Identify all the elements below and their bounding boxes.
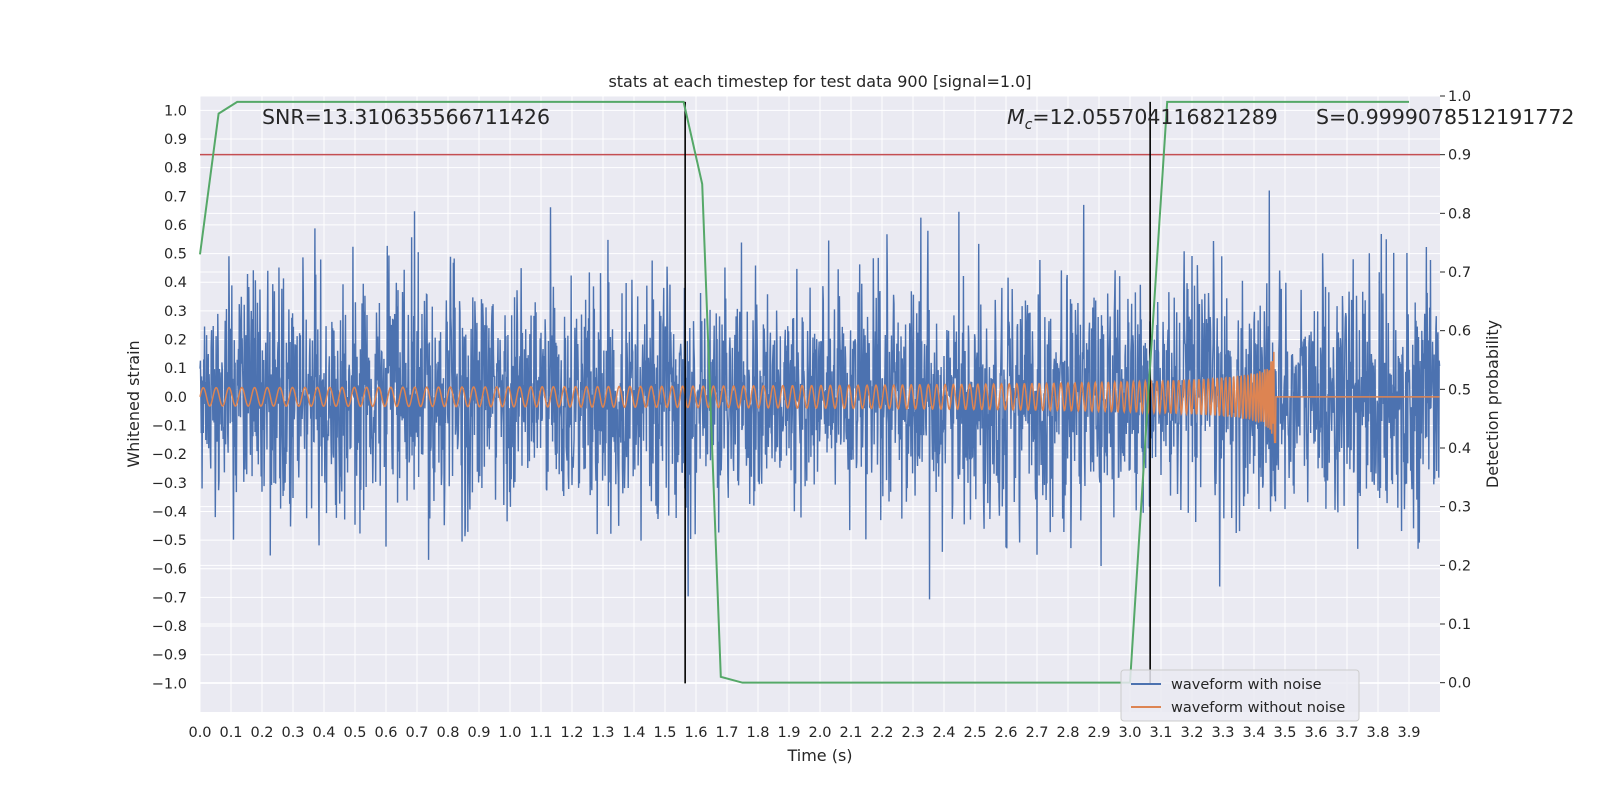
x-tick-label: 2.8 [1056, 725, 1079, 741]
x-tick-label: 1.5 [653, 725, 676, 741]
y-tick-label: 0.1 [164, 361, 187, 377]
y-right-tick-label: 0.9 [1448, 148, 1471, 164]
x-tick-label: 3.9 [1397, 725, 1420, 741]
x-tick-label: 1.9 [777, 725, 800, 741]
y-right-tick-label: 0.4 [1448, 441, 1471, 457]
y-right-tick-label: 0.7 [1448, 265, 1471, 281]
x-tick-label: 0.9 [467, 725, 490, 741]
x-tick-label: 0.5 [343, 725, 366, 741]
y-axis-label: Whitened strain [124, 340, 143, 467]
overlays-layer [199, 100, 1440, 684]
y-tick-label: 0.4 [164, 275, 187, 291]
chirp-mass-value: =12.055704116821289 [1032, 105, 1277, 129]
x-tick-label: 3.7 [1335, 725, 1358, 741]
x-tick-label: 0.2 [250, 725, 273, 741]
x-tick-label: 0.8 [436, 725, 459, 741]
chirp-mass-symbol: M [1007, 105, 1025, 129]
x-tick-label: 3.0 [1118, 725, 1141, 741]
x-tick-label: 2.0 [808, 725, 831, 741]
y-tick-label: 0.8 [164, 161, 187, 177]
x-tick-label: 1.6 [684, 725, 707, 741]
x-axis-label: Time (s) [786, 746, 852, 765]
x-tick-label: 1.3 [591, 725, 614, 741]
x-tick-label: 1.0 [498, 725, 521, 741]
x-tick-label: 2.2 [870, 725, 893, 741]
x-tick-label: 2.7 [1025, 725, 1048, 741]
x-tick-label: 3.4 [1242, 725, 1265, 741]
x-tick-label: 2.6 [994, 725, 1017, 741]
y-right-tick-label: 0.0 [1448, 676, 1471, 692]
y-tick-label: −0.2 [152, 447, 187, 463]
series-line-detection-probability [199, 100, 1409, 684]
x-tick-label: 1.1 [529, 725, 552, 741]
x-tick-label: 3.3 [1211, 725, 1234, 741]
y-right-tick-label: 0.5 [1448, 382, 1471, 398]
y-tick-label: 0.7 [164, 189, 187, 205]
y-right-tick-label: 0.3 [1448, 500, 1471, 516]
y-tick-label: 0.9 [164, 132, 187, 148]
y-axis-right-label: Detection probability [1483, 320, 1502, 488]
y-tick-label: −0.7 [152, 590, 187, 606]
x-tick-label: 1.8 [746, 725, 769, 741]
y-tick-label: 1.0 [164, 103, 187, 119]
x-tick-label: 3.5 [1273, 725, 1296, 741]
chirp-mass-annotation: Mc=12.055704116821289 [1007, 105, 1278, 133]
y-tick-label: 0.6 [164, 218, 187, 234]
y-tick-label: −0.4 [152, 504, 187, 520]
y-tick-label: −0.9 [152, 648, 187, 664]
x-tick-label: 2.9 [1087, 725, 1110, 741]
x-tick-label: 2.1 [839, 725, 862, 741]
x-tick-label: 0.1 [219, 725, 242, 741]
x-tick-label: 3.2 [1180, 725, 1203, 741]
y-right-tick-label: 0.6 [1448, 324, 1471, 340]
y-tick-label: −0.6 [152, 562, 187, 578]
x-tick-label: 1.7 [715, 725, 738, 741]
legend: waveform with noise waveform without noi… [1120, 669, 1360, 722]
x-tick-label: 2.3 [901, 725, 924, 741]
legend-entry-clean: waveform without noise [1171, 700, 1345, 716]
y-right-tick-label: 0.2 [1448, 558, 1471, 574]
x-tick-label: 0.0 [188, 725, 211, 741]
x-tick-label: 2.5 [963, 725, 986, 741]
y-tick-label: 0.3 [164, 304, 187, 320]
x-tick-label: 0.7 [405, 725, 428, 741]
y-tick-label: −0.5 [152, 533, 187, 549]
y-tick-label: 0.0 [164, 390, 187, 406]
y-right-tick-label: 0.1 [1448, 617, 1471, 633]
y-tick-label: −0.8 [152, 619, 187, 635]
chart-title: stats at each timestep for test data 900… [608, 72, 1031, 91]
x-tick-label: 3.1 [1149, 725, 1172, 741]
series-line-waveform-without-noise [199, 351, 1440, 444]
x-tick-label: 1.4 [622, 725, 645, 741]
legend-entry-noisy: waveform with noise [1171, 677, 1322, 693]
x-tick-label: 0.3 [281, 725, 304, 741]
snr-annotation: SNR=13.310635566711426 [262, 105, 550, 129]
s-annotation: S=0.9999078512191772 [1316, 105, 1574, 129]
x-tick-label: 3.8 [1366, 725, 1389, 741]
x-tick-label: 3.6 [1304, 725, 1327, 741]
series-layer [199, 190, 1441, 600]
y-tick-label: 0.5 [164, 247, 187, 263]
y-tick-label: −1.0 [152, 676, 187, 692]
y-right-tick-label: 1.0 [1448, 89, 1471, 105]
y-tick-label: −0.3 [152, 476, 187, 492]
y-tick-label: −0.1 [152, 418, 187, 434]
y-right-tick-label: 0.8 [1448, 206, 1471, 222]
chirp-mass-subscript: c [1025, 117, 1033, 133]
x-tick-label: 0.4 [312, 725, 335, 741]
tick-labels: 0.0 0.1 0.2 0.3 0.4 0.5 0.6 0.7 0.8 0.9 1.0 1.1 1.2 1… [152, 89, 1471, 741]
x-tick-label: 1.2 [560, 725, 583, 741]
x-tick-label: 2.4 [932, 725, 955, 741]
legend-box [1120, 669, 1360, 722]
y-tick-label: 0.2 [164, 333, 187, 349]
x-tick-label: 0.6 [374, 725, 397, 741]
